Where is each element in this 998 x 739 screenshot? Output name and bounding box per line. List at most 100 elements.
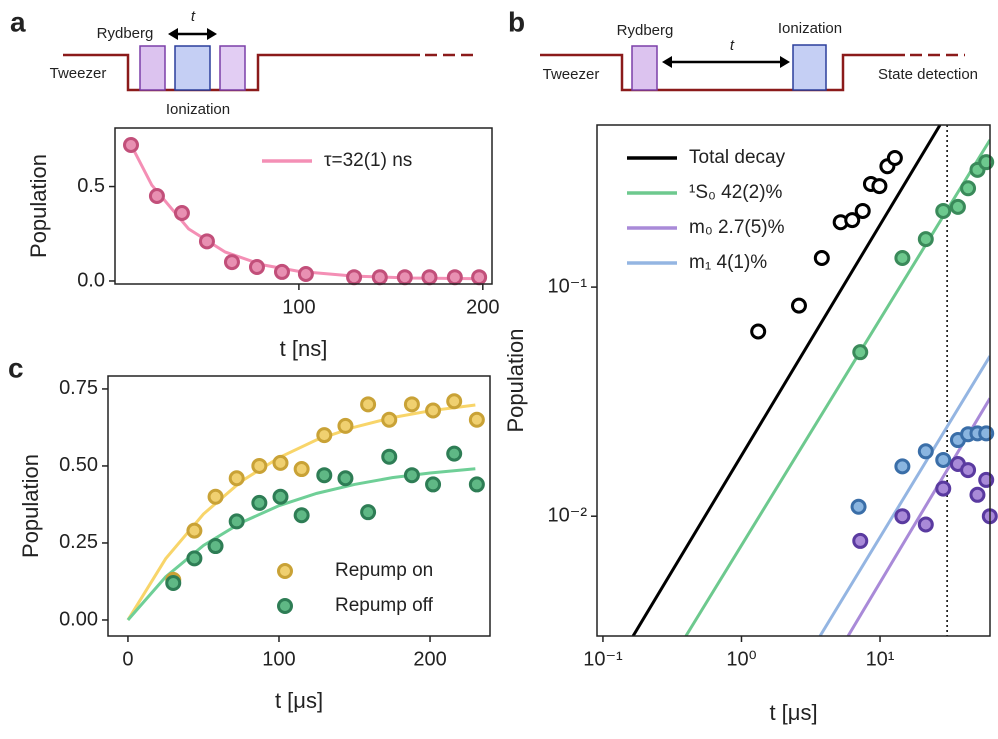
x-tick-label: 100	[282, 296, 315, 318]
rydberg-pulse	[139, 45, 166, 91]
x-tick-label: 100	[262, 648, 295, 670]
data-point	[894, 508, 911, 525]
data-point	[293, 461, 310, 478]
label: Rydberg	[617, 22, 674, 39]
data-point	[207, 488, 224, 505]
data-point	[293, 507, 310, 524]
x-tick-label: 200	[413, 648, 446, 670]
arrow-head	[168, 28, 178, 40]
data-point	[316, 467, 333, 484]
label: Tweezer	[50, 65, 107, 82]
label: Ionization	[778, 20, 842, 37]
data-point	[960, 462, 977, 479]
lines	[631, 125, 990, 636]
legend-label: m₁ 4(1)%	[689, 252, 767, 273]
data-point	[297, 265, 314, 282]
x-axis-label: t [μs]	[275, 688, 323, 713]
panel-label: b	[508, 6, 525, 37]
legend-swatch	[277, 563, 293, 579]
y-tick-label: 0.75	[59, 377, 98, 399]
data-point	[371, 269, 388, 286]
data-point	[471, 269, 488, 286]
fit-line	[684, 139, 990, 636]
fit-line	[631, 125, 942, 636]
panel-label: c	[8, 352, 24, 383]
data-point	[186, 522, 203, 539]
data-point	[917, 443, 934, 460]
data-point	[173, 204, 190, 221]
data-point	[852, 344, 869, 361]
data-point	[935, 480, 952, 497]
data-point	[272, 488, 289, 505]
data-point	[346, 269, 363, 286]
x-tick-label: 0	[122, 648, 133, 670]
data-point	[421, 269, 438, 286]
label: State detection	[878, 66, 978, 83]
x-tick-label: 200	[466, 296, 499, 318]
data-point	[360, 504, 377, 521]
data-point	[813, 249, 830, 266]
y-tick-label: 10⁻¹	[548, 275, 588, 297]
data-point	[978, 154, 995, 171]
data-point	[886, 150, 903, 167]
x-axis-label: t [μs]	[769, 700, 817, 725]
data-point	[844, 212, 861, 229]
rydberg-pulse	[219, 45, 246, 91]
label: Tweezer	[543, 66, 600, 83]
y-tick-label: 10⁻²	[548, 504, 588, 526]
data-point	[425, 402, 442, 419]
y-tick-label: 0.0	[77, 269, 105, 291]
arrow-head	[780, 56, 790, 68]
data-point	[396, 269, 413, 286]
data-point	[917, 231, 934, 248]
data-point	[228, 470, 245, 487]
data-point	[960, 180, 977, 197]
panel-label: a	[10, 6, 26, 37]
legend-swatch	[277, 598, 293, 614]
data-point	[316, 427, 333, 444]
data-point	[935, 202, 952, 219]
label: Rydberg	[97, 25, 154, 42]
data-point	[978, 425, 995, 442]
ionization-pulse	[174, 45, 211, 91]
data-point	[790, 297, 807, 314]
fit-line	[818, 355, 990, 636]
data-point	[854, 202, 871, 219]
data-point	[403, 396, 420, 413]
label: Ionization	[166, 101, 230, 118]
data-point	[272, 454, 289, 471]
rydberg-pulse	[631, 45, 658, 91]
pulse-diagram-a: Rydberg t Tweezer Ionization	[50, 8, 475, 118]
data-point	[337, 417, 354, 434]
ionization-pulse	[792, 44, 827, 91]
data-point	[894, 249, 911, 266]
data-point	[468, 411, 485, 428]
data-point	[251, 457, 268, 474]
fit-line	[126, 403, 476, 621]
y-axis-label: Population	[26, 154, 51, 258]
y-axis-label: Population	[503, 329, 528, 433]
data-point	[273, 263, 290, 280]
legend-label: Total decay	[689, 147, 786, 168]
data-point	[978, 471, 995, 488]
data-point	[969, 486, 986, 503]
legend-label: Repump off	[335, 595, 434, 616]
data-point	[207, 538, 224, 555]
data-point	[446, 445, 463, 462]
data-point	[935, 451, 952, 468]
data-point	[917, 516, 934, 533]
x-axis-label: t [ns]	[280, 336, 328, 361]
data-point	[360, 396, 377, 413]
arrow-head	[207, 28, 217, 40]
legend-label: m₀ 2.7(5)%	[689, 217, 785, 238]
data-point	[850, 498, 867, 515]
data-point	[894, 458, 911, 475]
data-point	[871, 178, 888, 195]
data-point	[251, 494, 268, 511]
legend-label: ¹S₀ 42(2)%	[689, 182, 783, 203]
data-point	[750, 323, 767, 340]
data-point	[852, 532, 869, 549]
y-tick-label: 0.50	[59, 454, 98, 476]
plot-frame	[114, 127, 493, 285]
